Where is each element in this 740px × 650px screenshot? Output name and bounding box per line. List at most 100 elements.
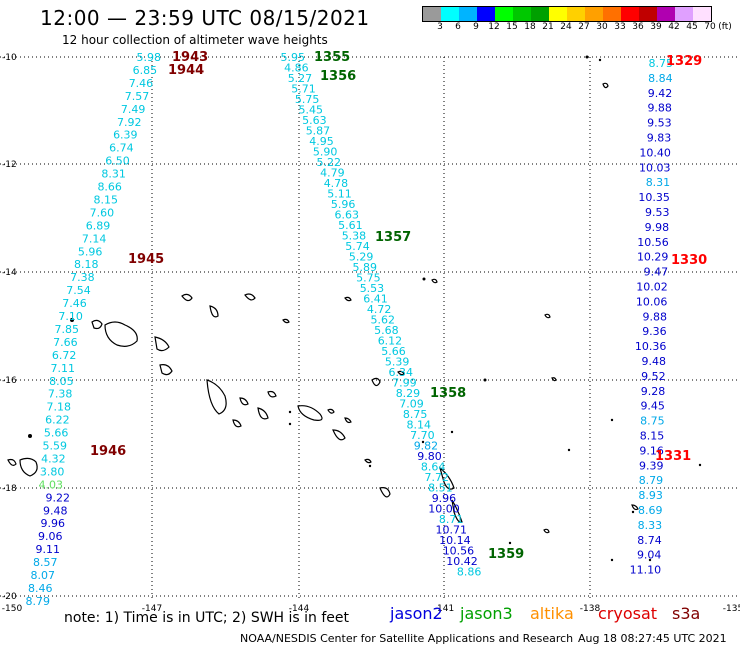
- color-swatch: [603, 7, 621, 21]
- color-scale-label: 3: [437, 22, 443, 32]
- wave-height-label: 6.74: [109, 142, 134, 155]
- wave-height-label: 4.86: [284, 62, 309, 75]
- wave-height-label: 10.71: [436, 524, 468, 537]
- wave-height-label: 5.38: [342, 230, 367, 243]
- wave-height-label: 9.48: [642, 355, 667, 368]
- wave-height-label: 5.53: [360, 282, 385, 295]
- time-label: 1943: [172, 50, 208, 65]
- wave-height-label: 10.36: [635, 340, 667, 353]
- wave-height-label: 8.66: [97, 181, 122, 194]
- color-scale-label: 6: [455, 22, 461, 32]
- time-label: 1355: [314, 50, 350, 65]
- color-swatch: [459, 7, 477, 21]
- color-scale-label: 33: [614, 22, 626, 32]
- wave-height-label: 6.85: [133, 64, 158, 77]
- color-swatch: [441, 7, 459, 21]
- color-swatch: [567, 7, 585, 21]
- wave-height-label: 10.02: [636, 281, 668, 294]
- wave-height-label: 6.63: [335, 209, 360, 222]
- wave-height-label: 7.60: [90, 206, 115, 219]
- wave-height-label: 5.87: [306, 125, 331, 138]
- color-scale-label: 39: [650, 22, 662, 32]
- legend-item-jason3: jason3: [460, 604, 513, 623]
- wave-height-label: 5.75: [295, 93, 320, 106]
- wave-height-label: 4.32: [41, 452, 66, 465]
- page-title: 12:00 — 23:59 UTC 08/15/2021: [40, 6, 370, 30]
- wave-height-label: 8.79: [26, 595, 51, 608]
- color-scale-label: 27: [578, 22, 590, 32]
- color-swatch: [675, 7, 693, 21]
- wave-height-label: 5.68: [374, 324, 399, 337]
- color-swatch: [693, 7, 711, 21]
- time-label: 1944: [168, 63, 204, 78]
- color-scale-label: 30: [596, 22, 608, 32]
- longitude-label: -147: [142, 604, 162, 614]
- wave-height-label: 5.63: [302, 114, 327, 127]
- legend-item-altika: altika: [530, 604, 574, 623]
- wave-height-label: 8.75: [640, 415, 665, 428]
- wave-height-label: 5.71: [291, 83, 316, 96]
- wave-height-label: 7.70: [410, 429, 435, 442]
- color-swatch: [513, 7, 531, 21]
- wave-height-label: 7.11: [51, 362, 76, 375]
- wave-height-label: 9.88: [643, 310, 668, 323]
- wave-height-label: 9.48: [43, 504, 68, 517]
- color-scale-labels: 3 6 9 12 15 18 21 24 27 30 33 36 39 42 45 70 (ft): [422, 22, 732, 34]
- wave-height-label: 7.38: [70, 271, 95, 284]
- wave-height-label: 9.96: [432, 492, 457, 505]
- color-swatch: [621, 7, 639, 21]
- color-scale-label: 21: [542, 22, 554, 32]
- wave-height-label: 3.80: [40, 465, 65, 478]
- time-label: 1356: [320, 69, 356, 84]
- color-scale-label: 70: [704, 22, 716, 32]
- wave-height-label: 5.96: [331, 198, 356, 211]
- wave-height-label: 9.16: [639, 444, 664, 457]
- wave-height-label: 9.45: [640, 400, 665, 413]
- wave-height-label: 7.66: [53, 336, 78, 349]
- wave-height-label: 5.66: [44, 427, 69, 440]
- wave-height-label: 8.86: [457, 566, 482, 579]
- color-scale-label: 12: [488, 22, 500, 32]
- wave-height-label: 10.14: [439, 534, 471, 547]
- latitude-label: -10: [2, 53, 17, 63]
- wave-height-label: 7.57: [125, 90, 150, 103]
- time-label: 1945: [128, 252, 164, 267]
- wave-height-label: 6.89: [86, 219, 111, 232]
- time-label: 1330: [671, 253, 707, 268]
- wave-height-label: 8.75: [403, 408, 428, 421]
- time-label: 1946: [90, 444, 126, 459]
- wave-height-label: 6.34: [389, 366, 414, 379]
- latitude-label: -18: [2, 484, 17, 494]
- wave-height-label: 10.00: [428, 503, 460, 516]
- latitude-label: -14: [2, 268, 17, 278]
- wave-height-label: 4.79: [320, 167, 345, 180]
- wave-height-label: 9.80: [417, 450, 442, 463]
- wave-height-label: 5.45: [299, 104, 324, 117]
- longitude-label: -150: [2, 604, 23, 614]
- wave-height-label: 8.31: [101, 168, 126, 181]
- wave-height-label: 9.04: [637, 549, 662, 562]
- island-dots: [28, 55, 702, 562]
- wave-height-label: 7.18: [47, 401, 72, 414]
- wave-height-label: 7.46: [62, 297, 87, 310]
- wave-height-label: 8.15: [94, 193, 119, 206]
- longitude-label: -135: [723, 604, 740, 614]
- wave-height-label: 7.54: [66, 284, 91, 297]
- wave-height-label: 10.29: [637, 251, 669, 264]
- wave-height-label: 9.22: [46, 491, 71, 504]
- wave-height-label: 8.69: [638, 504, 663, 517]
- wave-height-label: 10.40: [639, 146, 671, 159]
- wave-height-label: 7.49: [121, 103, 146, 116]
- color-swatch: [657, 7, 675, 21]
- color-scale-label: 42: [668, 22, 680, 32]
- wave-height-label: 5.74: [345, 240, 370, 253]
- time-label: 1359: [488, 547, 524, 562]
- wave-height-label: 5.11: [327, 188, 352, 201]
- wave-height-label: 8.71: [439, 513, 464, 526]
- wave-height-label: 9.83: [647, 132, 672, 145]
- wave-height-label: 6.72: [52, 349, 77, 362]
- wave-height-label: 8.07: [31, 569, 56, 582]
